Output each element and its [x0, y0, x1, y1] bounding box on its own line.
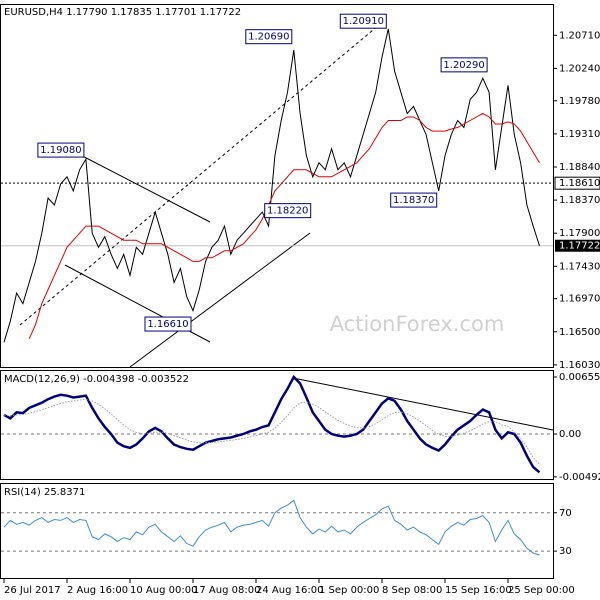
channel-line — [64, 146, 211, 223]
price-frame — [0, 4, 554, 368]
annotation-box — [264, 203, 312, 219]
y-tick-label: 1.19780 — [559, 96, 600, 107]
y-tick-label: 1.17430 — [559, 261, 600, 272]
rsi-title: RSI(14) 25.8371 — [4, 487, 85, 498]
x-tick-label: 25 Sep 00:00 — [508, 585, 575, 596]
y-tick-label: 1.19310 — [559, 129, 600, 140]
y-tick-label: 30 — [559, 546, 572, 557]
annotation-label: 1.20910 — [343, 16, 384, 27]
annotation-label: 1.19080 — [40, 145, 81, 156]
annotation-label: 1.16610 — [147, 319, 188, 330]
annotation-label: 1.20290 — [443, 60, 484, 71]
annotation-label: 1.18370 — [393, 195, 434, 206]
macd-title: MACD(12,26,9) -0.004398 -0.003522 — [4, 374, 189, 385]
annotation-box — [37, 142, 85, 158]
y-tick-label: 1.17900 — [559, 228, 600, 239]
macd-trend-line — [292, 377, 554, 431]
series-line — [3, 499, 540, 556]
x-tick-label: 15 Sep 16:00 — [445, 585, 512, 596]
series-line — [3, 374, 541, 474]
x-tick-label: 26 Jul 2017 — [4, 585, 61, 596]
annotation-box — [440, 57, 488, 73]
y-tick-label: 1.16500 — [559, 327, 600, 338]
hline-label-box — [554, 176, 600, 190]
chart-title: EURUSD,H4 1.17790 1.17835 1.17701 1.1772… — [4, 7, 241, 18]
y-tick-label: 1.18840 — [559, 162, 600, 173]
x-tick-label: 10 Aug 00:00 — [130, 585, 197, 596]
x-tick-label: 24 Aug 16:00 — [256, 585, 323, 596]
annotation-box — [339, 13, 387, 29]
annotation-box — [390, 192, 438, 208]
last-price-label: 1.17722 — [559, 241, 600, 252]
series-line — [3, 28, 540, 343]
macd-frame — [0, 370, 554, 480]
annotation-box — [144, 316, 192, 332]
y-tick-label: 1.16970 — [559, 294, 600, 305]
x-tick-label: 2 Aug 16:00 — [67, 585, 128, 596]
hline-label: 1.18610 — [559, 178, 600, 189]
y-tick-label: 1.20240 — [559, 63, 600, 74]
x-tick-label: 8 Sep 08:00 — [382, 585, 442, 596]
y-tick-label: 1.16030 — [559, 360, 600, 371]
annotation-label: 1.18220 — [267, 206, 308, 217]
dashed-trend-line — [19, 19, 386, 326]
watermark: ActionForex.com — [330, 312, 505, 336]
y-tick-label: 0.006552 — [559, 372, 600, 383]
series-line — [28, 112, 540, 340]
annotation-label: 1.20690 — [248, 32, 289, 43]
last-price-box — [555, 239, 600, 252]
x-tick-label: 17 Aug 08:00 — [193, 585, 260, 596]
x-tick-label: 1 Sep 00:00 — [319, 585, 379, 596]
y-tick-label: 70 — [559, 508, 572, 519]
y-tick-label: 1.18370 — [559, 195, 600, 206]
support-line — [129, 232, 311, 368]
rsi-frame — [0, 483, 554, 579]
annotation-box — [245, 29, 293, 45]
y-tick-label: 1.20710 — [559, 30, 600, 41]
y-tick-label: -0.00492 — [559, 472, 600, 483]
y-tick-label: 0.00 — [559, 429, 581, 440]
